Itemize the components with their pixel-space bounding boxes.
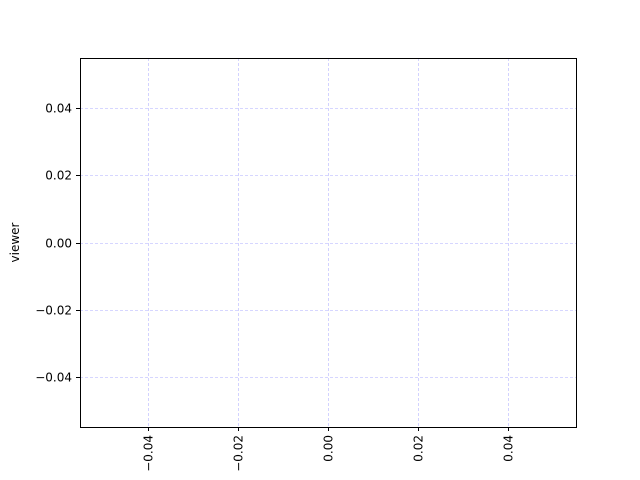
- x-axis: −0.04 −0.02 0.00 0.02 0.04: [142, 427, 516, 472]
- y-axis-label: viewer: [8, 222, 22, 262]
- x-tick-label: −0.04: [142, 435, 156, 472]
- y-tick-label: 0.04: [45, 102, 72, 116]
- x-tick-label: 0.02: [412, 435, 426, 462]
- x-tick-label: 0.00: [322, 435, 336, 462]
- grid: [80, 58, 576, 427]
- y-tick-label: −0.04: [35, 371, 72, 385]
- y-axis: −0.04 −0.02 0.00 0.02 0.04: [35, 102, 80, 385]
- x-tick-label: 0.04: [502, 435, 516, 462]
- y-tick-label: 0.02: [45, 169, 72, 183]
- y-tick-label: 0.00: [45, 237, 72, 251]
- x-tick-label: −0.02: [232, 435, 246, 472]
- y-tick-label: −0.02: [35, 304, 72, 318]
